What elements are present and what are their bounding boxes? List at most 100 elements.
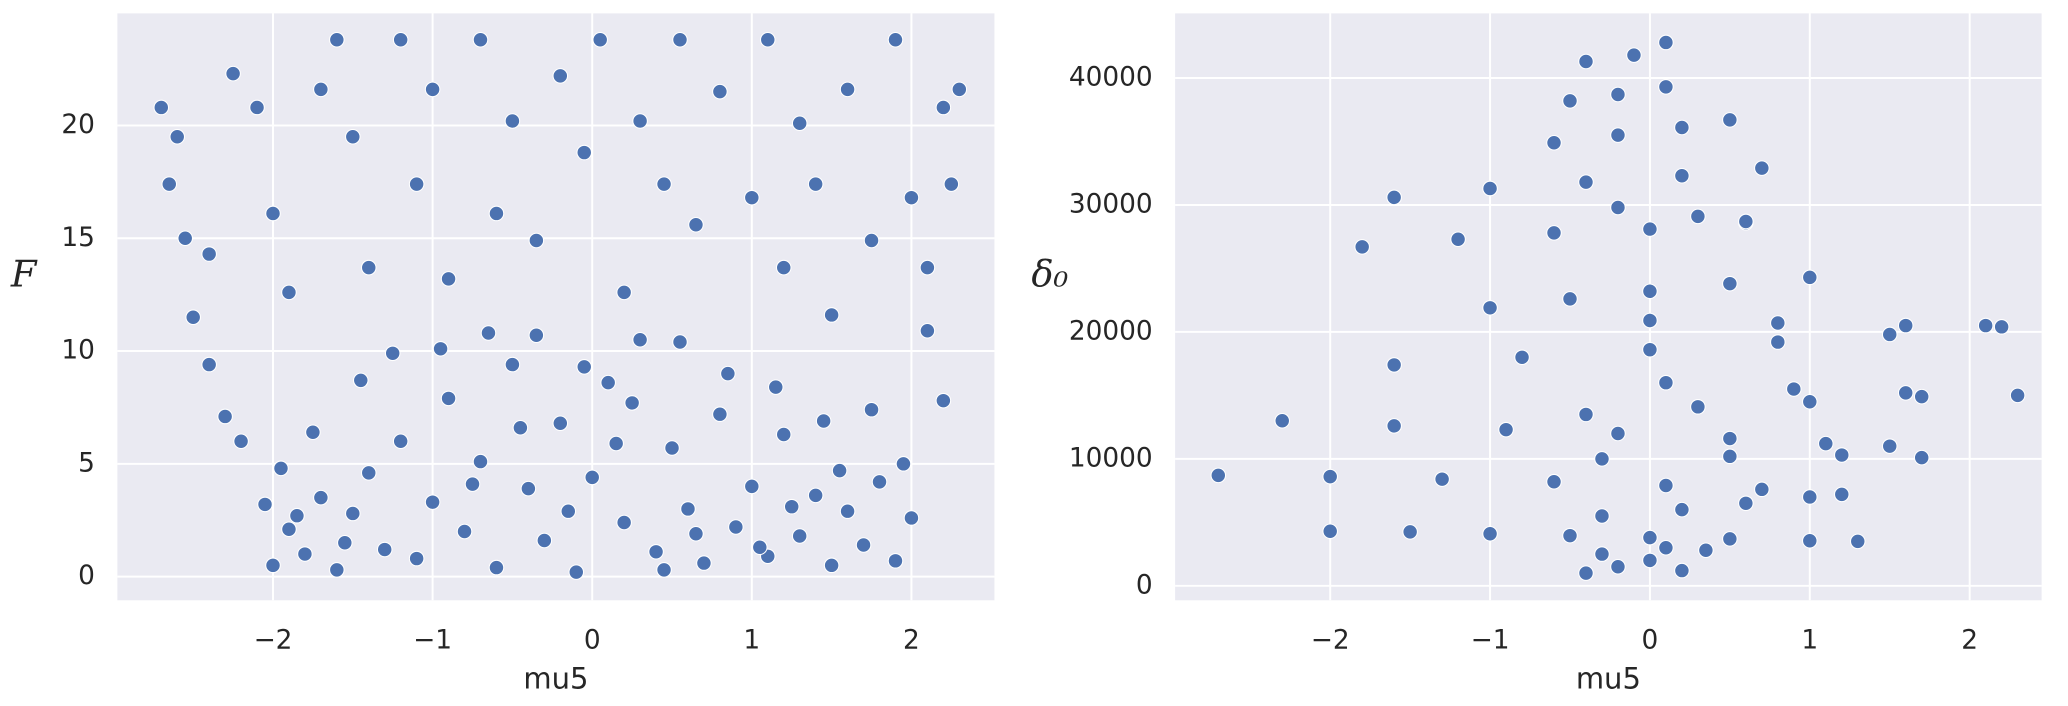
point	[440, 271, 457, 287]
point	[1642, 529, 1658, 546]
point	[1642, 283, 1658, 300]
point	[281, 284, 297, 301]
point	[504, 356, 521, 373]
point	[696, 555, 712, 571]
point	[600, 374, 616, 391]
point	[528, 232, 545, 249]
point	[1498, 421, 1514, 438]
point	[592, 31, 608, 48]
point	[1578, 565, 1594, 581]
point	[432, 341, 449, 357]
point	[1482, 300, 1498, 316]
point	[1658, 477, 1674, 494]
point	[528, 327, 545, 344]
point	[1674, 119, 1690, 136]
point	[1977, 317, 1994, 334]
point	[1881, 326, 1898, 343]
y-tick-label: 30000	[1069, 189, 1153, 219]
point	[305, 424, 321, 441]
point	[353, 372, 369, 389]
point	[345, 505, 361, 522]
point	[1658, 374, 1674, 391]
point	[688, 525, 704, 542]
point	[225, 65, 241, 82]
point	[791, 115, 808, 132]
point	[360, 465, 377, 481]
point	[1913, 449, 1930, 466]
point	[1690, 399, 1706, 415]
point	[1802, 489, 1818, 505]
point	[1562, 93, 1578, 109]
point	[376, 541, 393, 558]
y-tick-label: 0	[78, 561, 95, 591]
point	[584, 469, 600, 486]
point	[1802, 532, 1818, 549]
point	[576, 359, 593, 375]
point	[919, 259, 936, 276]
point	[1322, 523, 1338, 540]
point	[1610, 199, 1626, 216]
x-tick-label: 0	[584, 626, 601, 656]
point	[329, 31, 345, 48]
point	[1546, 473, 1562, 490]
y-tick-label: 0	[1136, 570, 1153, 600]
point	[656, 176, 672, 192]
point	[1754, 481, 1770, 498]
point	[1849, 533, 1866, 550]
point	[217, 408, 233, 425]
point	[1993, 319, 2010, 335]
x-axis-label: mu5	[1576, 662, 1641, 696]
point	[360, 259, 377, 276]
point	[831, 462, 848, 479]
point	[265, 557, 281, 574]
point	[608, 435, 624, 452]
x-tick-label: −2	[1311, 626, 1350, 656]
point	[863, 401, 880, 418]
x-tick-label: 2	[903, 626, 920, 656]
point	[560, 503, 577, 519]
point	[345, 128, 361, 145]
point	[1802, 269, 1818, 286]
y-axis-label: δ₀	[1031, 253, 1068, 296]
point	[728, 519, 744, 535]
point	[480, 325, 497, 341]
point	[863, 232, 880, 249]
point	[392, 31, 409, 48]
point	[1594, 508, 1610, 524]
point	[464, 476, 481, 492]
point	[1610, 127, 1626, 143]
point	[536, 532, 553, 549]
point	[1354, 239, 1370, 255]
point	[672, 334, 688, 350]
point	[632, 331, 648, 348]
point	[249, 99, 265, 116]
point	[424, 81, 441, 98]
point	[1722, 531, 1738, 547]
point	[616, 514, 632, 531]
point	[1274, 412, 1291, 429]
x-tick-label: 1	[743, 626, 760, 656]
point	[648, 544, 664, 560]
point	[688, 216, 704, 233]
point	[1786, 381, 1802, 397]
point	[1818, 435, 1834, 452]
point	[760, 31, 776, 48]
point	[1610, 558, 1626, 575]
point	[1546, 134, 1562, 151]
point	[1881, 438, 1898, 454]
point	[1546, 225, 1562, 241]
point	[1594, 451, 1610, 467]
point	[161, 176, 178, 192]
point	[265, 205, 281, 222]
x-axis-label: mu5	[523, 662, 588, 696]
point	[1402, 524, 1418, 540]
point	[1834, 486, 1850, 503]
point	[887, 31, 904, 48]
point	[1578, 53, 1594, 70]
point	[1642, 552, 1658, 569]
point	[791, 528, 808, 544]
point	[775, 259, 792, 276]
point	[624, 395, 640, 411]
point	[855, 537, 872, 553]
